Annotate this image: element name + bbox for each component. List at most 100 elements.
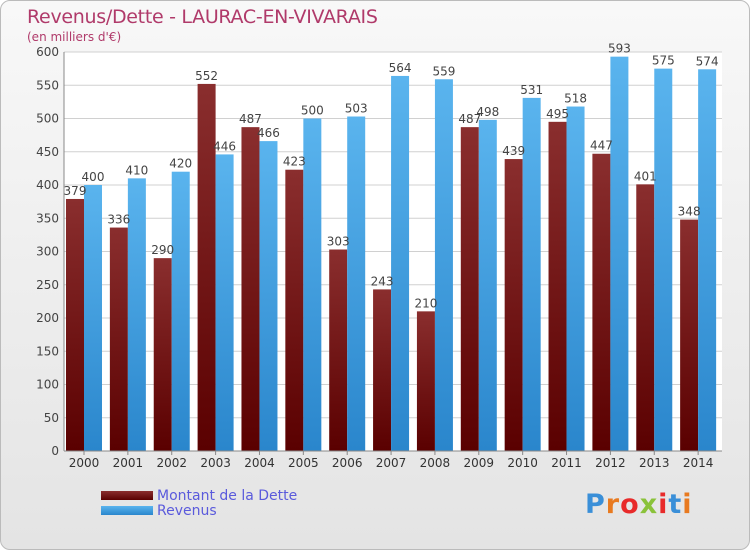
y-tick-label: 0	[51, 444, 59, 458]
x-tick-label: 2005	[288, 456, 319, 470]
debt-bar	[636, 184, 655, 451]
debt-value-label: 447	[590, 139, 613, 153]
axes: 0 50 100 150 200 250 300 350 400 450 500 550 600 2000…	[36, 45, 722, 470]
x-tick-label: 2001	[113, 456, 144, 470]
y-tick-label: 600	[36, 45, 59, 59]
legend-label-debt: Montant de la Dette	[157, 488, 298, 504]
debt-value-label: 379	[64, 184, 87, 198]
debt-value-label: 552	[195, 69, 218, 83]
revenus-bar	[391, 75, 410, 451]
debt-bar	[66, 198, 84, 451]
revenus-bar	[127, 178, 146, 451]
y-tick-label: 50	[44, 411, 59, 425]
debt-value-label: 210	[414, 296, 437, 310]
revenus-value-label: 518	[564, 92, 587, 106]
x-tick-label: 2007	[376, 456, 407, 470]
debt-bar	[373, 289, 392, 451]
debt-value-label: 487	[239, 112, 262, 126]
revenus-value-label: 498	[476, 105, 499, 119]
y-tick-label: 450	[36, 145, 59, 159]
logo-letter: r	[605, 489, 621, 520]
revenus-bar	[566, 106, 585, 451]
revenus-bar	[84, 185, 102, 451]
revenus-value-label: 420	[169, 157, 192, 171]
debt-value-label: 243	[371, 274, 394, 288]
x-tick-label: 2002	[156, 456, 187, 470]
logo-letter: o	[620, 489, 640, 520]
debt-value-label: 423	[283, 155, 306, 169]
x-tick-label: 2008	[420, 456, 451, 470]
revenus-bar	[259, 141, 278, 452]
legend-swatch-revenus	[101, 506, 153, 515]
y-tick-label: 350	[36, 211, 59, 225]
x-tick-label: 2014	[683, 456, 714, 470]
chart-subtitle: (en milliers d'€)	[27, 30, 122, 44]
revenus-bar	[434, 79, 453, 451]
debt-bar	[680, 219, 699, 451]
bars	[66, 56, 717, 452]
debt-value-label: 303	[327, 235, 350, 249]
y-tick-label: 250	[36, 278, 59, 292]
debt-value-label: 495	[546, 107, 569, 121]
debt-value-label: 487	[458, 112, 481, 126]
y-tick-label: 550	[36, 78, 59, 92]
revenus-value-label: 466	[257, 126, 280, 140]
revenus-value-label: 559	[432, 64, 455, 78]
y-tick-label: 300	[36, 245, 59, 259]
y-tick-label: 400	[36, 178, 59, 192]
debt-bar	[416, 311, 435, 451]
x-tick-label: 2004	[244, 456, 275, 470]
data-labels: 3794003364102904205524464874664235003035…	[64, 42, 719, 311]
chart-title: Revenus/Dette - LAURAC-EN-VIVARAIS	[27, 6, 378, 28]
debt-bar	[109, 227, 128, 451]
revenus-value-label: 500	[301, 104, 324, 118]
debt-bar	[548, 121, 567, 451]
logo-letter: i	[658, 489, 669, 520]
revenus-value-label: 400	[82, 170, 105, 184]
revenus-value-label: 446	[213, 139, 236, 153]
revenus-bar	[347, 116, 366, 451]
logo-letter: x	[639, 489, 659, 520]
revenus-value-label: 574	[696, 54, 719, 68]
x-tick-label: 2012	[595, 456, 626, 470]
revenus-value-label: 410	[125, 163, 148, 177]
revenus-bar	[610, 56, 629, 451]
x-tick-label: 2003	[200, 456, 231, 470]
debt-bar	[329, 249, 348, 451]
legend-label-revenus: Revenus	[157, 503, 217, 519]
proxiti-logo: Proxiti	[585, 489, 693, 520]
y-tick-label: 100	[36, 378, 59, 392]
debt-bar	[285, 169, 304, 451]
debt-bar	[504, 159, 523, 451]
revenus-value-label: 503	[345, 102, 368, 116]
debt-bar	[197, 83, 216, 452]
x-tick-label: 2013	[639, 456, 670, 470]
x-tick-label: 2009	[464, 456, 495, 470]
revenus-value-label: 593	[608, 42, 631, 56]
revenus-bar	[698, 69, 717, 451]
logo-letter: t	[668, 489, 683, 520]
x-tick-label: 2006	[332, 456, 363, 470]
debt-value-label: 401	[634, 169, 657, 183]
revenus-bar	[654, 68, 673, 451]
revenus-value-label: 575	[652, 54, 675, 68]
x-tick-label: 2010	[507, 456, 538, 470]
legend-swatch-debt	[101, 491, 153, 500]
debt-bar	[153, 258, 172, 451]
y-tick-label: 200	[36, 311, 59, 325]
debt-value-label: 336	[107, 213, 130, 227]
x-tick-label: 2000	[69, 456, 100, 470]
debt-value-label: 439	[502, 144, 525, 158]
debt-bar	[592, 153, 611, 451]
debt-bar	[460, 127, 479, 452]
revenus-bar	[303, 118, 322, 451]
debt-value-label: 290	[151, 243, 174, 257]
logo-letter: i	[682, 489, 693, 520]
y-tick-label: 150	[36, 344, 59, 358]
revenus-bar	[215, 154, 234, 451]
debt-value-label: 348	[678, 205, 701, 219]
logo-letter: P	[585, 489, 606, 520]
y-tick-label: 500	[36, 112, 59, 126]
